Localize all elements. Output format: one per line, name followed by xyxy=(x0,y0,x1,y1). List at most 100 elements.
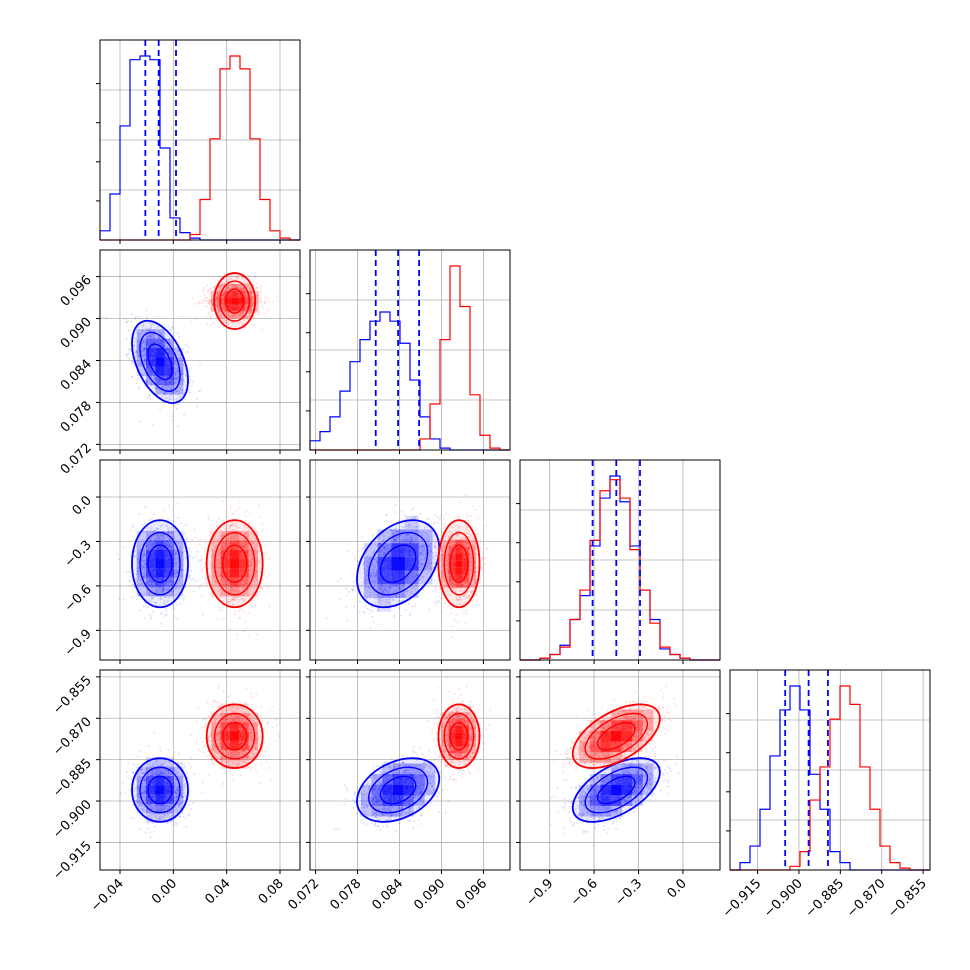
blue-sample-point xyxy=(152,323,155,326)
red-sample-point xyxy=(220,305,223,308)
blue-sample-point xyxy=(393,615,396,618)
blue-sample-point xyxy=(167,325,170,328)
red-sample-point xyxy=(232,321,235,324)
red-sample-point xyxy=(254,313,257,316)
red-sample-point xyxy=(256,295,259,298)
histogram-panel-3 xyxy=(516,459,721,664)
red-sample-point xyxy=(226,288,229,291)
red-sample-point xyxy=(198,559,201,562)
y-tick-label: 0.084 xyxy=(58,357,95,394)
red-sample-point xyxy=(203,547,206,550)
blue-sample-point xyxy=(148,394,151,397)
red-sample-point xyxy=(232,285,235,288)
blue-sample-point xyxy=(184,343,187,346)
red-sample-point xyxy=(258,300,261,303)
red-sample-point xyxy=(227,313,230,316)
red-sample-point xyxy=(245,304,248,307)
blue-sample-point xyxy=(190,367,193,370)
red-sample-point xyxy=(233,284,236,287)
red-sample-point xyxy=(208,531,211,534)
red-sample-point xyxy=(211,293,214,296)
blue-sample-point xyxy=(339,577,342,580)
red-sample-point xyxy=(215,297,218,300)
red-sample-point xyxy=(246,284,249,287)
blue-sample-point xyxy=(182,364,185,367)
red-sample-point xyxy=(237,286,240,289)
red-sample-point xyxy=(222,292,225,295)
blue-sample-point xyxy=(148,394,151,397)
red-sample-point xyxy=(206,323,209,326)
blue-sample-point xyxy=(193,580,196,583)
blue-density-cell xyxy=(146,357,156,367)
red-sample-point xyxy=(230,504,233,507)
red-sample-point xyxy=(225,311,228,314)
axes-frame xyxy=(99,249,301,451)
blue-sample-point xyxy=(188,375,191,378)
blue-sample-point xyxy=(176,390,179,393)
red-sample-point xyxy=(221,306,224,309)
red-sample-point xyxy=(236,314,239,317)
blue-sample-point xyxy=(189,565,192,568)
blue-sample-point xyxy=(178,335,181,338)
red-sample-point xyxy=(453,618,456,621)
red-sample-point xyxy=(250,291,253,294)
blue-sample-point xyxy=(187,345,190,348)
blue-sample-point xyxy=(163,391,166,394)
blue-sample-point xyxy=(161,611,164,614)
red-sample-point xyxy=(207,314,210,317)
blue-sample-point xyxy=(360,547,363,550)
blue-sample-point xyxy=(136,345,139,348)
blue-sample-point xyxy=(150,383,153,386)
x-tick-label: −0.855 xyxy=(885,876,930,921)
blue-sample-point xyxy=(353,605,356,608)
blue-sample-point xyxy=(143,347,146,350)
red-sample-point xyxy=(241,313,244,316)
blue-density-cell xyxy=(164,366,174,376)
red-sample-point xyxy=(237,313,240,316)
red-sample-point xyxy=(237,287,240,290)
blue-density-cell xyxy=(155,366,165,376)
red-sample-point xyxy=(215,304,218,307)
red-sample-point xyxy=(246,282,249,285)
blue-sample-point xyxy=(143,348,146,351)
red-sample-point xyxy=(235,286,238,289)
red-sample-point xyxy=(235,509,238,512)
blue-sample-point xyxy=(326,617,329,620)
blue-sample-point xyxy=(164,394,167,397)
red-sample-point xyxy=(210,301,213,304)
blue-sample-point xyxy=(414,604,417,607)
red-sample-point xyxy=(226,287,229,290)
red-sample-point xyxy=(265,551,268,554)
blue-sample-point xyxy=(134,316,137,319)
blue-sample-point xyxy=(135,351,138,354)
red-sample-point xyxy=(233,314,236,317)
blue-sample-point xyxy=(133,317,136,320)
blue-sample-point xyxy=(141,374,144,377)
red-sample-point xyxy=(229,286,232,289)
blue-sample-point xyxy=(138,513,141,516)
blue-sample-point xyxy=(168,397,171,400)
blue-sample-point xyxy=(165,391,168,394)
red-sample-point xyxy=(206,290,209,293)
red-sample-point xyxy=(204,542,207,545)
blue-sample-point xyxy=(118,598,121,601)
red-sample-point xyxy=(265,558,268,561)
blue-sample-point xyxy=(171,326,174,329)
blue-sample-point xyxy=(145,605,148,608)
red-sample-point xyxy=(222,283,225,286)
blue-sample-point xyxy=(170,326,173,329)
red-sample-point xyxy=(251,296,254,299)
red-sample-point xyxy=(240,288,243,291)
blue-sample-point xyxy=(126,356,129,359)
red-sample-point xyxy=(257,294,260,297)
red-sample-point xyxy=(216,311,219,314)
red-sample-point xyxy=(225,279,228,282)
red-sample-point xyxy=(240,311,243,314)
red-sample-point xyxy=(209,288,212,291)
blue-sample-point xyxy=(150,383,153,386)
red-sample-point xyxy=(215,303,218,306)
blue-sample-point xyxy=(143,346,146,349)
blue-sample-point xyxy=(140,364,143,367)
red-sample-point xyxy=(220,284,223,287)
red-sample-point xyxy=(222,318,225,321)
